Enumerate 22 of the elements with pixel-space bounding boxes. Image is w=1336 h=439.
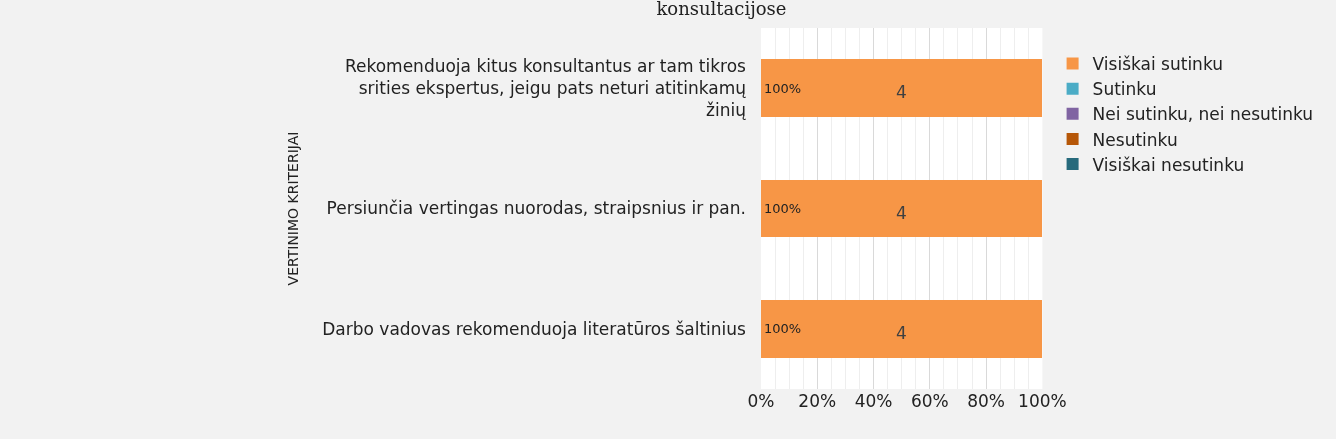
y-tick-label: Persiunčia vertingas nuorodas, straipsnius ir pan.	[326, 198, 746, 219]
x-tick-label: 20%	[798, 391, 837, 411]
y-axis-title: VERTINIMO KRITERIJAI	[284, 131, 301, 286]
legend-label: Nei sutinku, nei nesutinku	[1092, 104, 1314, 125]
legend-label: Nesutinku	[1092, 129, 1178, 150]
data-label: 100%	[763, 80, 802, 96]
x-tick-label: 60%	[910, 391, 949, 411]
y-tick-label: Darbo vadovas rekomenduoja literatūros šaltinius	[322, 318, 747, 339]
x-tick-label: 100%	[1018, 391, 1067, 411]
legend-label: Visiškai nesutinku	[1092, 154, 1245, 175]
x-tick-label: 0%	[747, 391, 775, 411]
chart-title: konsultacijose	[656, 0, 787, 19]
annotation: 4	[896, 203, 907, 223]
annotation: 4	[896, 82, 907, 102]
annotation: 4	[896, 323, 907, 343]
x-tick-label: 80%	[967, 391, 1005, 411]
data-label: 100%	[763, 201, 802, 216]
x-tick-label: 40%	[854, 391, 893, 411]
y-tick-label: Rekomenduoja kitus konsultantus ar tam tikros srities ekspertus, jeigu pats neturi atitinkamų žinių	[344, 56, 747, 121]
data-label: 100%	[763, 321, 802, 337]
legend-label: Visiškai sutinku	[1092, 54, 1223, 75]
legend-label: Sutinku	[1092, 79, 1157, 100]
